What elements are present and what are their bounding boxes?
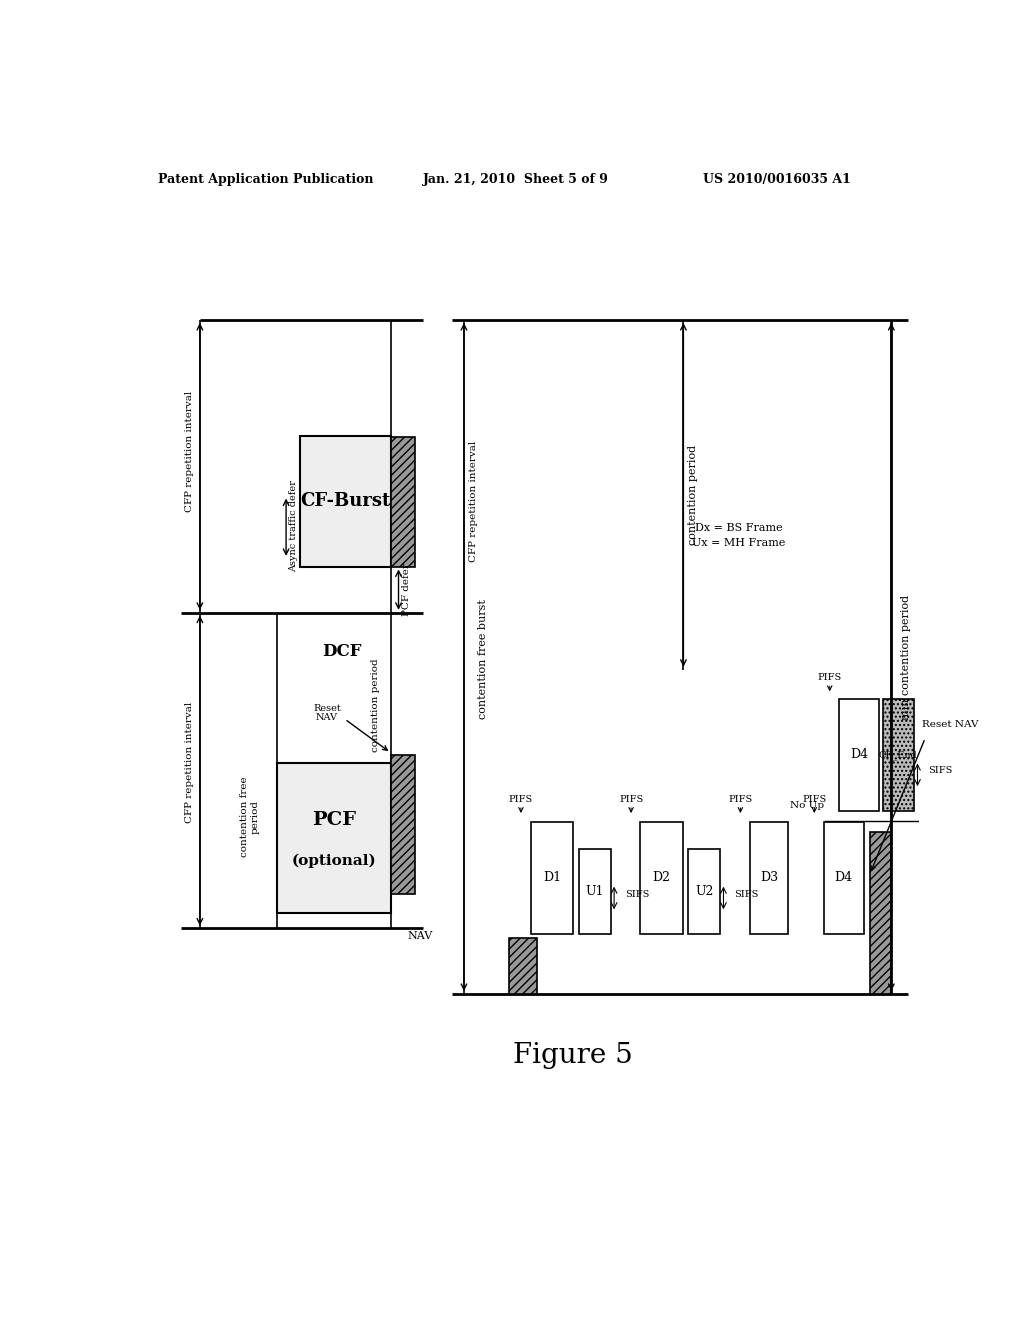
Text: US 2010/0016035 A1: US 2010/0016035 A1	[703, 173, 851, 186]
Text: CF_End: CF_End	[879, 750, 918, 759]
Text: Async traffic defer: Async traffic defer	[290, 479, 298, 572]
Text: PIFS: PIFS	[728, 795, 753, 804]
Text: Figure 5: Figure 5	[513, 1041, 633, 1069]
Text: NAV: NAV	[408, 931, 433, 941]
Bar	[750, 822, 788, 933]
Text: D2: D2	[652, 871, 671, 884]
Bar	[391, 437, 416, 566]
Text: Reset: Reset	[313, 704, 341, 713]
Bar	[300, 436, 391, 566]
Text: Ux = MH Frame: Ux = MH Frame	[692, 539, 785, 548]
Text: Dx = BS Frame: Dx = BS Frame	[695, 523, 782, 533]
Text: PIFS: PIFS	[618, 795, 643, 804]
Text: No Up: No Up	[790, 801, 823, 809]
Bar	[391, 755, 416, 894]
Bar	[688, 849, 720, 933]
Bar	[883, 700, 913, 810]
Text: U2: U2	[695, 884, 714, 898]
Text: PIFS: PIFS	[817, 673, 842, 682]
Text: SIFS: SIFS	[929, 767, 952, 775]
Text: contention free burst: contention free burst	[478, 599, 488, 719]
Text: Jan. 21, 2010  Sheet 5 of 9: Jan. 21, 2010 Sheet 5 of 9	[423, 173, 608, 186]
Bar	[640, 822, 683, 933]
Text: (optional): (optional)	[292, 853, 376, 867]
Bar	[823, 822, 863, 933]
Text: D3: D3	[760, 871, 778, 884]
Text: D4: D4	[850, 748, 868, 762]
Text: NAV: NAV	[316, 713, 338, 722]
Text: Reset NAV: Reset NAV	[922, 719, 978, 729]
Text: min contention period: min contention period	[901, 594, 911, 719]
Text: contention period: contention period	[371, 659, 380, 752]
Text: DCF: DCF	[323, 643, 362, 660]
Text: PCF defer: PCF defer	[401, 564, 411, 616]
Text: D1: D1	[543, 871, 561, 884]
Text: PIFS: PIFS	[802, 795, 826, 804]
Bar	[509, 939, 538, 994]
Bar	[839, 700, 879, 810]
Text: Patent Application Publication: Patent Application Publication	[158, 173, 373, 186]
Bar	[276, 763, 391, 913]
Text: U1: U1	[586, 884, 604, 898]
Text: PIFS: PIFS	[509, 795, 534, 804]
Text: contention period: contention period	[688, 445, 698, 545]
Bar	[579, 849, 611, 933]
Text: CF-Burst: CF-Burst	[300, 492, 390, 510]
Text: contention free
period: contention free period	[241, 776, 260, 857]
Bar	[531, 822, 573, 933]
Text: SIFS: SIFS	[734, 890, 759, 899]
Text: D4: D4	[835, 871, 853, 884]
Text: SIFS: SIFS	[625, 890, 649, 899]
Text: CFP repetition interval: CFP repetition interval	[469, 441, 478, 562]
Bar	[869, 832, 891, 994]
Text: CFP repetition interval: CFP repetition interval	[185, 391, 195, 512]
Text: PCF: PCF	[312, 810, 356, 829]
Text: CFP repetition interval: CFP repetition interval	[185, 702, 195, 824]
